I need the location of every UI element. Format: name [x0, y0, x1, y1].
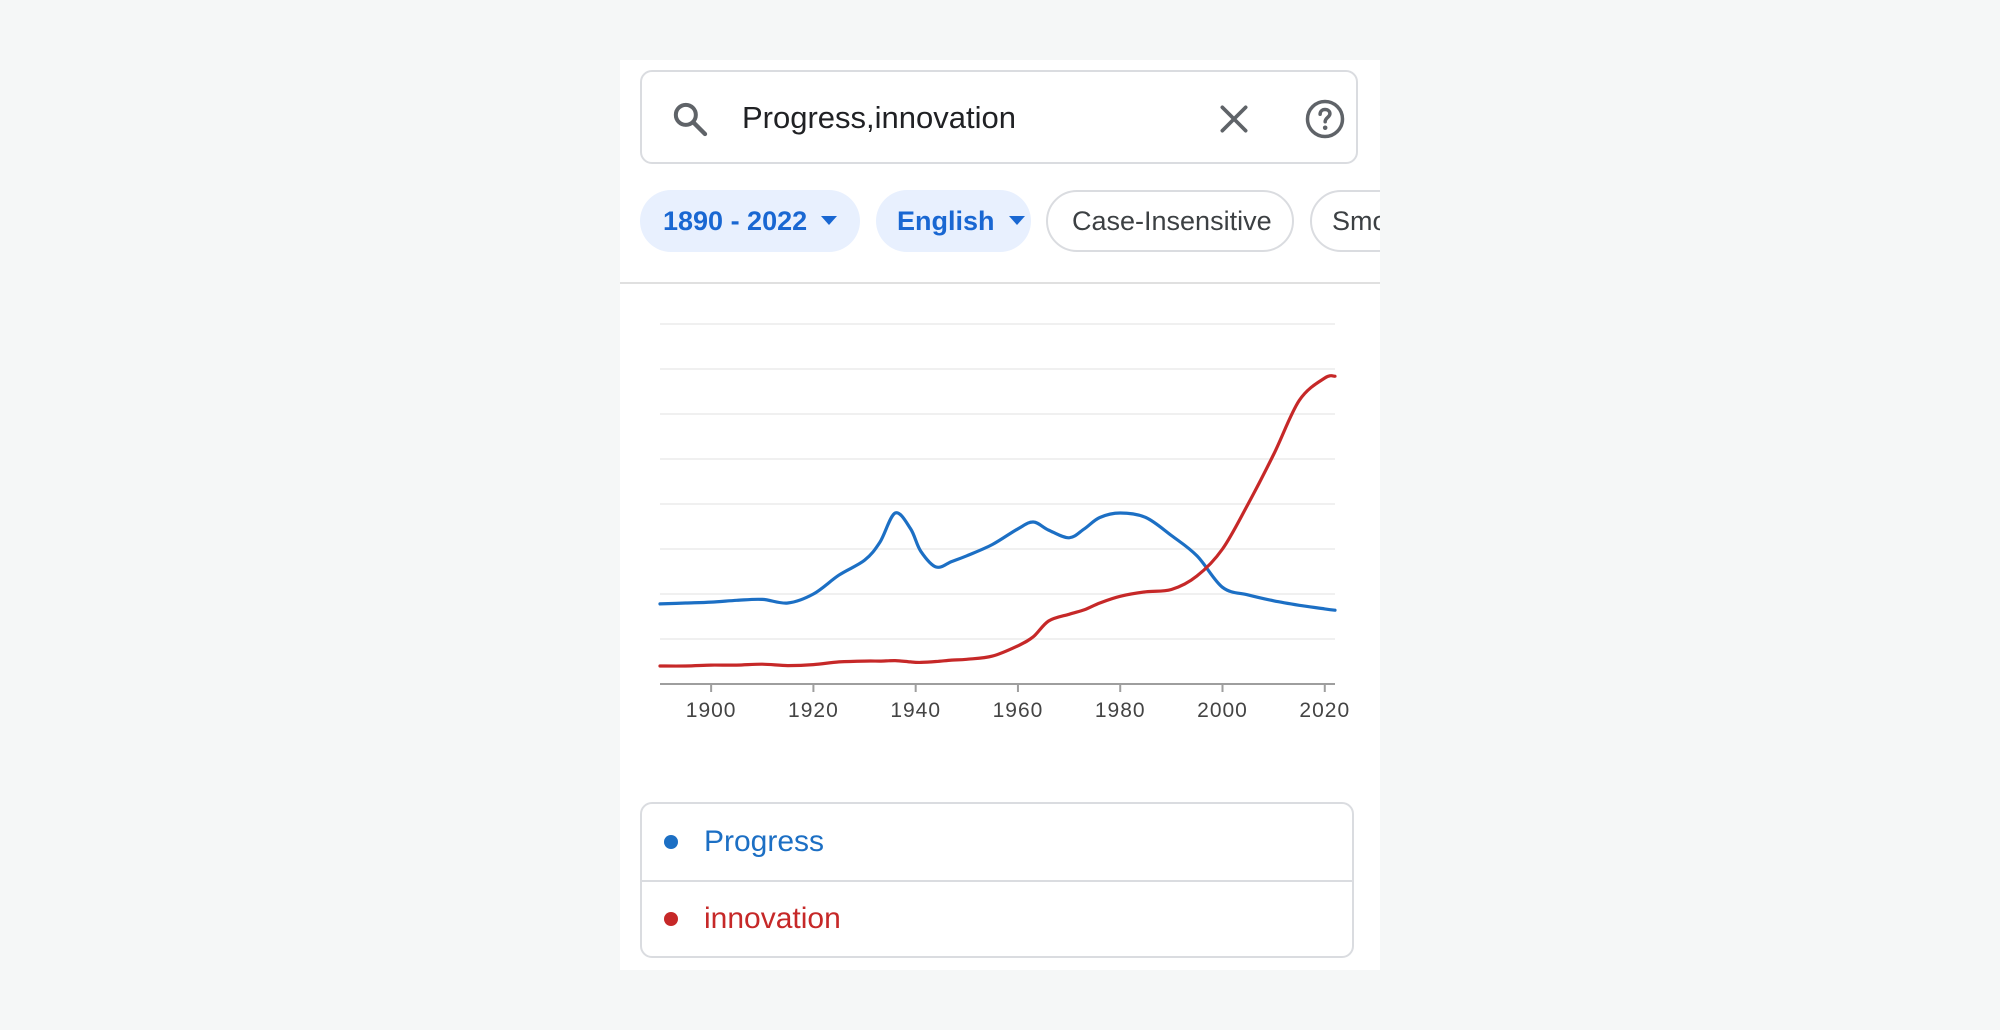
x-tick-label: 1980: [1095, 699, 1146, 722]
legend-label-innovation: innovation: [704, 902, 841, 935]
legend-dot-innovation: [664, 912, 678, 926]
search-icon: [673, 102, 708, 137]
date-range-label: 1890 - 2022: [663, 206, 808, 236]
series-line-progress: [658, 511, 1337, 612]
legend-dot-progress: [664, 835, 678, 849]
x-tick-label: 1920: [788, 699, 839, 722]
legend-item-innovation[interactable]: innovation: [642, 881, 1352, 956]
case-insensitive-chip[interactable]: Case-Insensitive: [1046, 190, 1294, 252]
x-tick-label: 1940: [890, 699, 941, 722]
search-box[interactable]: Progress,innovation: [640, 70, 1358, 164]
help-circle-icon[interactable]: [1304, 98, 1346, 140]
legend: Progress innovation: [640, 802, 1354, 958]
smoothing-chip[interactable]: Smo: [1310, 190, 1380, 252]
close-icon[interactable]: [1214, 99, 1254, 139]
divider: [620, 282, 1380, 284]
smoothing-label: Smo: [1332, 206, 1380, 236]
series-line-innovation: [658, 374, 1337, 668]
case-insensitive-label: Case-Insensitive: [1072, 206, 1272, 236]
x-tick-label: 2020: [1299, 699, 1350, 722]
ngram-viewer-panel: Progress,innovation 1890 - 2022 English …: [620, 60, 1380, 970]
legend-item-progress[interactable]: Progress: [642, 804, 1352, 882]
caret-down-icon: [821, 216, 838, 226]
x-tick-label: 1960: [993, 699, 1044, 722]
x-tick-label: 1900: [686, 699, 737, 722]
corpus-label: English: [897, 206, 995, 236]
date-range-chip[interactable]: 1890 - 2022: [640, 190, 860, 252]
line-chart: 1900 1920 1940 1960 1980 2000 2020: [658, 323, 1350, 722]
legend-label-progress: Progress: [704, 825, 825, 858]
search-input[interactable]: Progress,innovation: [742, 100, 1016, 135]
corpus-chip[interactable]: English: [876, 190, 1031, 252]
x-tick-label: 2000: [1197, 699, 1248, 722]
caret-down-icon: [1008, 216, 1025, 226]
filter-chips: 1890 - 2022 English Case-Insensitive Smo: [640, 190, 1380, 252]
